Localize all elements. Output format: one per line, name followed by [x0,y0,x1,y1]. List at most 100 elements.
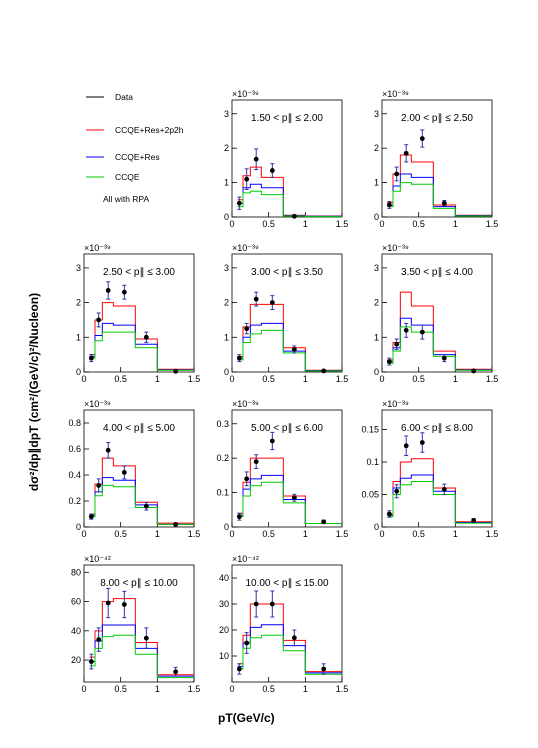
x-tick-label: 1 [453,219,458,229]
data-point [143,635,149,641]
data-point [403,150,409,156]
x-tick-label: 0 [229,684,234,694]
data-point [471,518,477,523]
plot-frame [231,409,343,528]
y-tick-label: 1 [224,178,229,188]
exponent-label: ×10⁻³⁹ [84,399,111,409]
x-tick-label: 1 [303,529,308,539]
series-ccqe-res [89,624,194,677]
panel-1: 0 0.5 1 1.5 0 1 2 3×10⁻³⁹ 1.50 < p∥ ≤ 2.00 [224,89,348,229]
panel-title: 1.50 < p∥ ≤ 2.00 [251,113,323,124]
data-point [419,329,425,335]
legend-full-label: CCQE+Res+2p2h [115,125,184,135]
y-tick-label: 60 [71,597,81,607]
series-ccqe [237,481,342,525]
data-point [403,327,409,333]
data-point [419,440,425,445]
panel-title: 2.50 < p∥ ≤ 3.00 [103,267,175,278]
x-axis-title: pT(GeV/c) [218,711,275,725]
x-tick-label: 0.5 [412,529,425,539]
y-tick-label: 0.6 [68,444,81,454]
panel-title: 2.00 < p∥ ≤ 2.50 [401,113,473,124]
y-tick-label: 2 [224,298,229,308]
y-tick-label: 2 [224,143,229,153]
data-point [173,368,179,374]
series-ccqe [89,484,194,525]
x-tick-label: 1 [155,374,160,384]
data-point [244,476,250,482]
y-axis-title-text: dσ²/dp∥dpT (cm²/(GeV/c)²/Nucleon) [27,293,41,491]
legend: Data CCQE+Res+2p2h CCQE+Res CCQE All wit… [86,92,184,204]
data-point [394,341,400,347]
x-tick-label: 1.5 [336,529,349,539]
panel-title: 8.00 < p∥ ≤ 10.00 [100,578,178,589]
data-point [321,519,327,525]
exponent-label: ×10⁻³⁹ [232,89,259,99]
series-ccqe-res [237,624,342,674]
y-tick-label: 0.05 [361,490,379,500]
panel-8: 0 0.5 1 1.5 0 0.05 0.1 0.15 ×10⁻³⁹ 6.00 < p∥ ≤ 8.… [361,399,498,539]
panel-title: 3.50 < p∥ ≤ 4.00 [401,267,473,278]
y-tick-label: 0.15 [361,425,379,435]
x-tick-label: 0 [81,374,86,384]
plot-frame [381,99,493,218]
series-ccqe-res-2p2h [237,303,342,371]
data-point [291,213,297,219]
panel-5: 0 0.5 1 1.5 0 1 2 3×10⁻³⁹ 3.50 < p∥ ≤ 4.00 [374,243,498,384]
data-point [143,334,149,340]
panels: 0 0.5 1 1.5 0 1 2 3 ×10⁻³⁹ 1.50 < p∥ ≤ 2.00 0 0.5 1 1… [68,89,498,694]
data-point [321,368,327,374]
x-tick-label: 1.5 [336,219,349,229]
exponent-label: ×10⁻³⁹ [382,243,409,253]
data-point [394,488,400,494]
data-point [269,438,275,444]
series-ccqe-res-2p2h [237,457,342,525]
y-tick-label: 3 [76,263,81,273]
data-point [121,289,127,295]
panel-10: 0 0.5 1 1.5 10 20 30 40×10⁻⁴² 10.00 < p∥ ≤ 15.00 [219,554,348,694]
panel-title: 3.00 < p∥ ≤ 3.50 [251,267,323,278]
y-tick-label: 1 [374,332,379,342]
panel-7: 0 0.5 1 1.5 0 0.1 0.2 0.3×10⁻³⁹ 5.00 < p∥ ≤ 6.00 [216,399,348,539]
data-point [269,601,275,607]
data-point [269,300,275,305]
series-ccqe [237,329,342,372]
x-tick-label: 1 [155,529,160,539]
panel-title: 5.00 < p∥ ≤ 6.00 [251,423,323,434]
y-tick-label: 0 [76,367,81,377]
series-ccqe-res [89,477,194,525]
x-tick-label: 1 [453,374,458,384]
x-tick-label: 1 [155,684,160,694]
data-point [236,355,242,361]
plot-frame [381,253,493,373]
y-tick-label: 2 [374,298,379,308]
data-point [269,168,275,173]
y-tick-label: 0 [374,522,379,532]
x-tick-label: 0 [81,529,86,539]
series-ccqe-res-2p2h [387,458,492,523]
y-tick-label: 0 [224,367,229,377]
data-point [88,514,94,519]
data-point [244,176,250,182]
x-tick-label: 0.5 [262,529,275,539]
y-tick-label: 2 [76,298,81,308]
data-point [173,522,179,527]
series-ccqe-res [237,474,342,525]
x-tick-label: 1.5 [486,219,499,229]
legend-res-label: CCQE+Res [115,152,160,162]
y-tick-label: 0 [374,367,379,377]
data-point [244,640,250,646]
data-point [441,486,447,492]
x-tick-label: 0 [229,219,234,229]
y-tick-label: 0 [76,522,81,532]
series-ccqe [387,182,492,217]
exponent-label: ×10⁻³⁹ [382,399,409,409]
y-tick-label: 20 [219,625,229,635]
data-point [253,601,259,607]
x-tick-label: 1.5 [486,529,499,539]
y-tick-label: 30 [219,599,229,609]
y-tick-label: 0.4 [68,470,81,480]
data-point [403,443,409,449]
exponent-label: ×10⁻³⁹ [382,89,409,99]
